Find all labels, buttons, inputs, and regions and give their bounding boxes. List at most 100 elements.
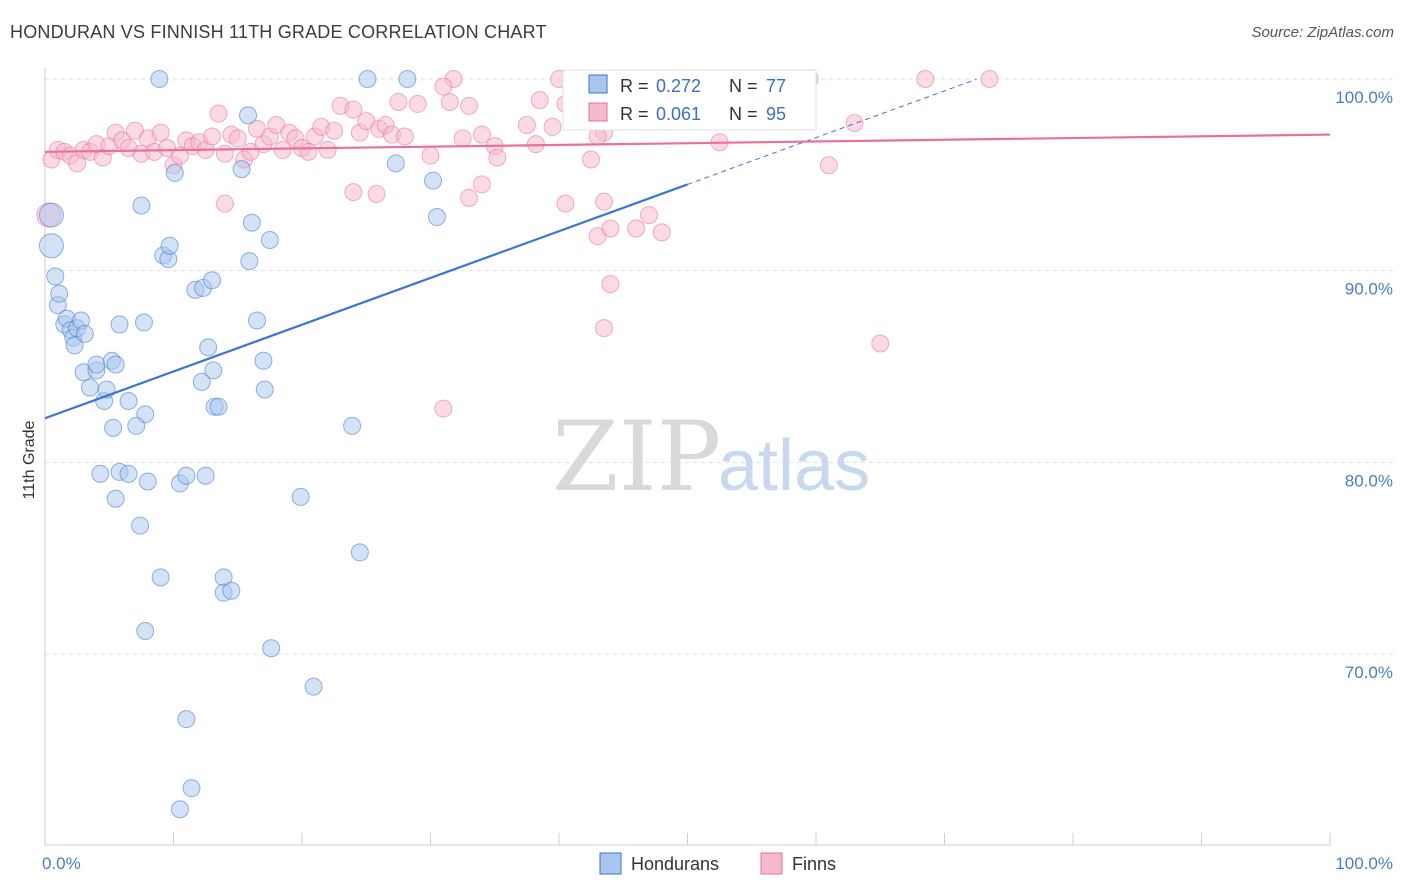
y-axis-label: 11th Grade: [21, 420, 38, 499]
finn-point-30: [228, 129, 247, 148]
bottom-legend-label-finns: Finns: [792, 854, 836, 874]
finn-point-69: [582, 150, 601, 169]
finn-point-98: [594, 319, 613, 338]
finn-point-81: [980, 70, 999, 88]
honduran-point-2: [46, 267, 65, 286]
honduran-point-31: [138, 472, 157, 491]
finn-point-85: [594, 192, 613, 211]
finn-point-100: [871, 334, 890, 353]
finn-point-28: [215, 144, 234, 163]
axes: [44, 68, 1331, 846]
finn-trend-line: [44, 133, 1331, 153]
y-tick-label-1: 90.0%: [1345, 280, 1393, 299]
finn-point-54: [395, 127, 414, 146]
honduran-point-76: [427, 208, 446, 226]
source-label: Source: ZipAtlas.com: [1251, 24, 1394, 41]
y-tick-label-3: 70.0%: [1345, 663, 1393, 682]
finn-point-93: [367, 185, 386, 203]
finn-point-78: [819, 156, 838, 175]
honduran-point-68: [232, 160, 251, 179]
finn-point-26: [203, 127, 222, 146]
watermark-zip: ZIP: [552, 401, 721, 513]
finn-point-92: [344, 183, 363, 202]
honduran-point-59: [203, 271, 222, 290]
honduran-point-55: [248, 311, 267, 330]
finn-point-90: [460, 188, 479, 207]
honduran-point-53: [204, 361, 223, 380]
honduran-point-65: [242, 213, 261, 232]
finn-point-84: [588, 127, 607, 146]
x-tick-label-0: 0.0%: [42, 854, 81, 873]
honduran-point-30: [106, 489, 125, 508]
finn-point-18: [151, 123, 170, 142]
honduran-point-18: [110, 315, 129, 334]
honduran-trend-line: [44, 183, 688, 420]
finn-point-97: [601, 275, 620, 294]
honduran-point-67: [165, 163, 184, 182]
honduran-point-52: [192, 372, 211, 391]
finn-point-91: [472, 175, 491, 194]
legend-n-value-0: 77: [766, 76, 786, 96]
honduran-point-45: [304, 677, 323, 696]
honduran-point-19: [134, 313, 153, 332]
legend-r-value-0: 0.272: [656, 76, 701, 96]
honduran-point-49: [255, 380, 274, 399]
finn-point-45: [325, 121, 344, 140]
finn-point-21: [170, 146, 189, 165]
finn-point-79: [845, 114, 864, 133]
honduran-point-40: [136, 622, 155, 640]
honduran-point-47: [350, 543, 369, 562]
x-tick-label-1: 100.0%: [1335, 854, 1393, 873]
finn-point-65: [530, 91, 549, 110]
legend-r-value-1: 0.061: [656, 104, 701, 124]
honduran-point-69: [239, 106, 258, 125]
finn-point-62: [488, 148, 507, 167]
honduran-point-62: [160, 236, 179, 255]
finn-point-95: [601, 219, 620, 238]
legend-n-label-0: N =: [729, 76, 758, 96]
legend-n-label-1: N =: [729, 104, 758, 124]
honduran-point-54: [199, 338, 218, 357]
honduran-point-20: [80, 378, 99, 397]
honduran-point-29: [119, 464, 138, 483]
finn-point-83: [434, 77, 453, 96]
honduran-point-25: [104, 418, 123, 437]
finn-point-94: [215, 194, 234, 213]
honduran-point-66: [132, 196, 151, 215]
finn-point-63: [517, 116, 536, 134]
honduran-point-33: [177, 466, 196, 485]
honduran-point-1: [38, 233, 64, 259]
finn-point-58: [453, 129, 472, 148]
honduran-point-12: [75, 324, 94, 343]
honduran-point-72: [398, 70, 417, 88]
legend-swatch-hondurans: [588, 74, 608, 94]
watermark-atlas: atlas: [718, 426, 870, 506]
legend-n-value-1: 95: [766, 104, 786, 124]
tick-labels: 100.0% 90.0% 80.0% 70.0% 0.0% 100.0%: [42, 88, 1393, 873]
y-tick-label-0: 100.0%: [1335, 88, 1393, 107]
finn-point-89: [556, 194, 575, 213]
stats-legend: R = 0.272 N = 77 R = 0.061 N = 95: [562, 69, 817, 131]
honduran-point-15: [87, 355, 106, 374]
honduran-point-44: [170, 800, 189, 819]
honduran-trend-extension: [687, 78, 977, 185]
chart-title: HONDURAN VS FINNISH 11TH GRADE CORRELATI…: [10, 22, 547, 42]
honduran-point-74: [386, 154, 405, 173]
honduran-point-56: [254, 351, 273, 370]
honduran-point-35: [131, 516, 150, 535]
finn-point-37: [273, 140, 292, 159]
finn-point-56: [421, 146, 440, 165]
bottom-legend-swatch-hondurans: [599, 852, 622, 875]
finn-point-60: [472, 125, 491, 144]
legend-r-label-0: R =: [620, 76, 649, 96]
honduran-point-23: [119, 392, 138, 410]
bottom-legend-label-hondurans: Hondurans: [631, 854, 719, 874]
honduran-point-27: [91, 464, 110, 483]
honduran-point-48: [343, 416, 362, 435]
honduran-point-36: [151, 568, 170, 587]
finn-point-47: [344, 100, 363, 119]
finn-point-99: [434, 399, 453, 418]
honduran-point-42: [177, 710, 196, 729]
finn-point-53: [389, 93, 408, 111]
data-points: [36, 70, 999, 819]
